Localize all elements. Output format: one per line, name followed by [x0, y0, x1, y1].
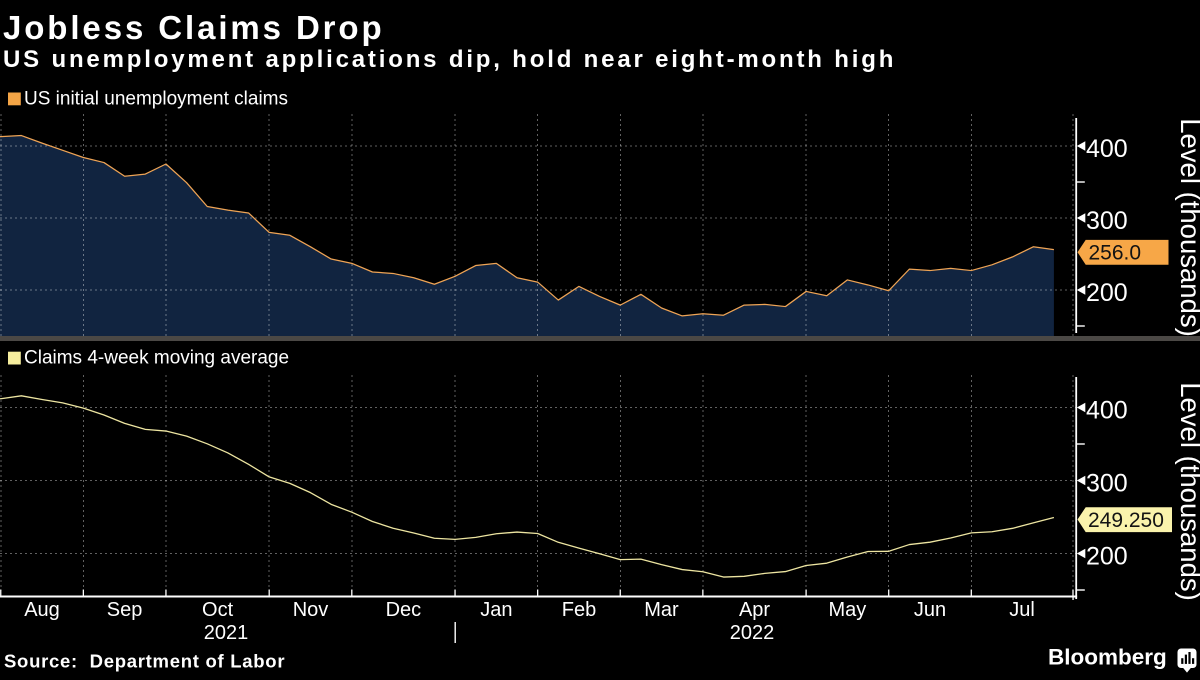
svg-text:2021: 2021: [204, 622, 249, 644]
svg-text:256.0: 256.0: [1089, 242, 1142, 265]
svg-text:Dec: Dec: [386, 599, 422, 621]
svg-text:Claims 4-week moving average: Claims 4-week moving average: [24, 348, 289, 369]
svg-text:Level (thousands): Level (thousands): [1175, 382, 1200, 601]
svg-text:300: 300: [1086, 470, 1128, 498]
svg-text:200: 200: [1086, 279, 1128, 307]
svg-text:Jobless Claims Drop: Jobless Claims Drop: [3, 9, 385, 46]
svg-text:Source: Department of Labor: Source: Department of Labor: [4, 651, 285, 672]
svg-text:Nov: Nov: [293, 599, 329, 621]
svg-text:May: May: [829, 599, 867, 621]
svg-text:400: 400: [1086, 135, 1128, 163]
svg-text:Level (thousands): Level (thousands): [1175, 118, 1200, 337]
svg-text:2022: 2022: [730, 622, 775, 644]
svg-text:Jan: Jan: [480, 599, 512, 621]
svg-text:Bloomberg: Bloomberg: [1048, 645, 1167, 670]
svg-text:US initial unemployment claims: US initial unemployment claims: [24, 89, 288, 110]
svg-text:Jul: Jul: [1009, 599, 1035, 621]
svg-text:Aug: Aug: [24, 599, 60, 621]
svg-text:Sep: Sep: [107, 599, 143, 621]
svg-text:Jun: Jun: [914, 599, 946, 621]
svg-text:Feb: Feb: [562, 599, 596, 621]
svg-text:300: 300: [1086, 207, 1128, 235]
svg-text:Apr: Apr: [739, 599, 770, 621]
svg-text:200: 200: [1086, 543, 1128, 571]
svg-text:US unemployment applications d: US unemployment applications dip, hold n…: [3, 46, 896, 73]
svg-text:400: 400: [1086, 397, 1128, 425]
svg-text:249.250: 249.250: [1088, 509, 1164, 532]
svg-text:Mar: Mar: [644, 599, 679, 621]
svg-text:Oct: Oct: [202, 599, 234, 621]
